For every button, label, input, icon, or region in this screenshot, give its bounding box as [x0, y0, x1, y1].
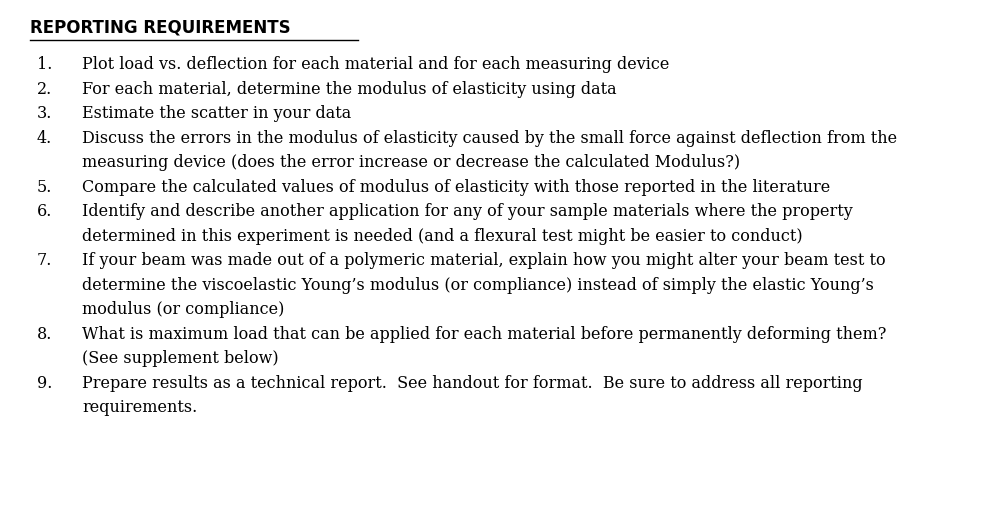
Text: determined in this experiment is needed (and a flexural test might be easier to : determined in this experiment is needed …: [82, 228, 802, 244]
Text: requirements.: requirements.: [82, 399, 197, 416]
Text: modulus (or compliance): modulus (or compliance): [82, 301, 285, 318]
Text: 2.: 2.: [36, 80, 52, 98]
Text: 4.: 4.: [36, 129, 52, 146]
Text: For each material, determine the modulus of elasticity using data: For each material, determine the modulus…: [82, 80, 617, 98]
Text: 9.: 9.: [36, 374, 52, 391]
Text: 8.: 8.: [36, 325, 52, 343]
Text: Discuss the errors in the modulus of elasticity caused by the small force agains: Discuss the errors in the modulus of ela…: [82, 129, 898, 146]
Text: 3.: 3.: [36, 105, 52, 122]
Text: 1.: 1.: [36, 56, 52, 73]
Text: What is maximum load that can be applied for each material before permanently de: What is maximum load that can be applied…: [82, 325, 887, 343]
Text: measuring device (does the error increase or decrease the calculated Modulus?): measuring device (does the error increas…: [82, 154, 740, 171]
Text: Prepare results as a technical report.  See handout for format.  Be sure to addr: Prepare results as a technical report. S…: [82, 374, 862, 391]
Text: REPORTING REQUIREMENTS: REPORTING REQUIREMENTS: [30, 18, 291, 36]
Text: 5.: 5.: [36, 178, 52, 195]
Text: If your beam was made out of a polymeric material, explain how you might alter y: If your beam was made out of a polymeric…: [82, 252, 886, 269]
Text: (See supplement below): (See supplement below): [82, 350, 279, 367]
Text: Identify and describe another application for any of your sample materials where: Identify and describe another applicatio…: [82, 203, 852, 220]
Text: 7.: 7.: [36, 252, 52, 269]
Text: Compare the calculated values of modulus of elasticity with those reported in th: Compare the calculated values of modulus…: [82, 178, 830, 195]
Text: determine the viscoelastic Young’s modulus (or compliance) instead of simply the: determine the viscoelastic Young’s modul…: [82, 277, 874, 294]
Text: Plot load vs. deflection for each material and for each measuring device: Plot load vs. deflection for each materi…: [82, 56, 670, 73]
Text: Estimate the scatter in your data: Estimate the scatter in your data: [82, 105, 352, 122]
Text: 6.: 6.: [36, 203, 52, 220]
